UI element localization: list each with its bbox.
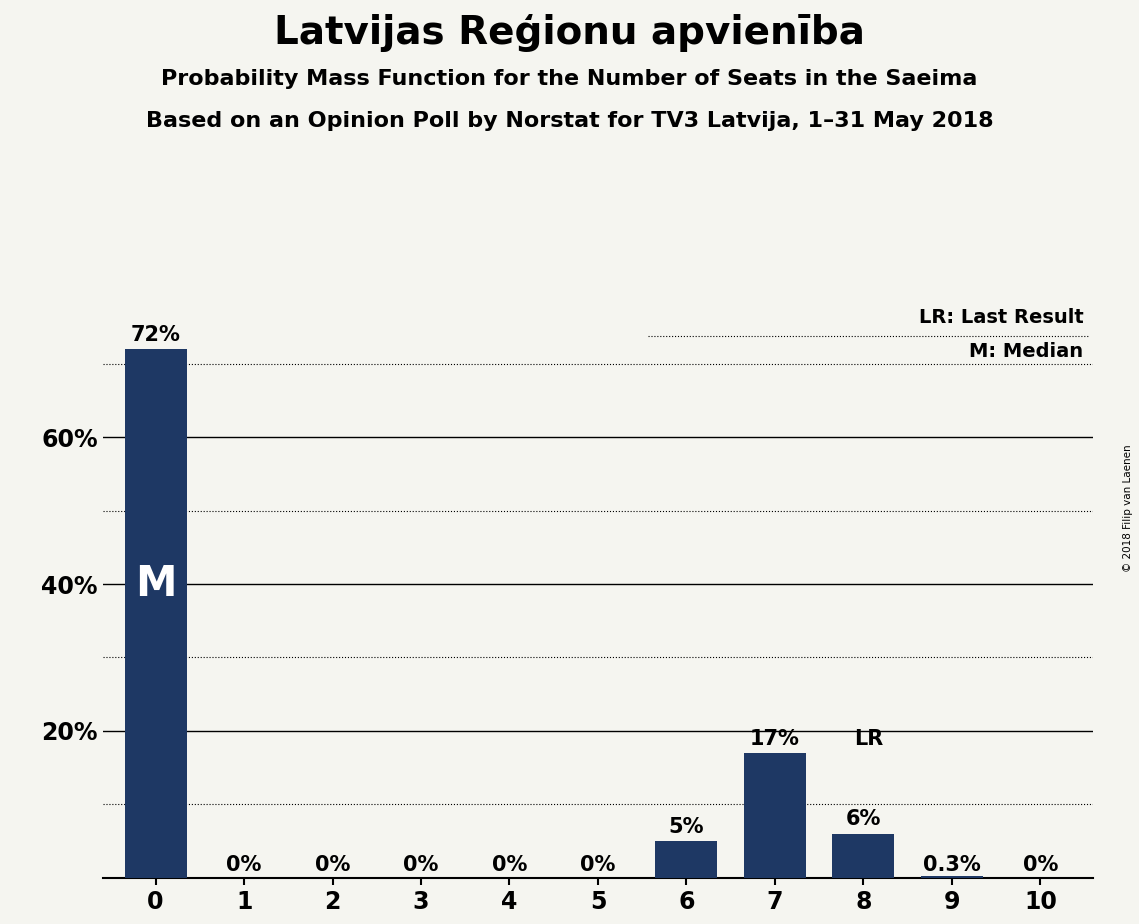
- Bar: [833, 833, 894, 878]
- Text: 17%: 17%: [749, 728, 800, 748]
- Bar: [744, 753, 806, 878]
- Bar: [921, 876, 983, 878]
- Text: 0%: 0%: [580, 855, 616, 875]
- Text: Latvijas Reģionu apvienība: Latvijas Reģionu apvienība: [274, 14, 865, 52]
- Text: 5%: 5%: [669, 817, 704, 836]
- Text: LR: Last Result: LR: Last Result: [919, 308, 1083, 327]
- Text: © 2018 Filip van Laenen: © 2018 Filip van Laenen: [1123, 444, 1133, 572]
- Text: 0%: 0%: [403, 855, 439, 875]
- Text: Based on an Opinion Poll by Norstat for TV3 Latvija, 1–31 May 2018: Based on an Opinion Poll by Norstat for …: [146, 111, 993, 131]
- Text: 0.3%: 0.3%: [923, 855, 981, 875]
- Text: LR: LR: [854, 728, 884, 748]
- Text: 0%: 0%: [314, 855, 350, 875]
- Text: Probability Mass Function for the Number of Seats in the Saeima: Probability Mass Function for the Number…: [162, 69, 977, 90]
- Text: 72%: 72%: [131, 324, 181, 345]
- Text: 6%: 6%: [846, 809, 882, 830]
- Text: M: M: [134, 563, 177, 605]
- Text: 0%: 0%: [1023, 855, 1058, 875]
- Bar: [655, 841, 718, 878]
- Text: 0%: 0%: [492, 855, 527, 875]
- Text: 0%: 0%: [227, 855, 262, 875]
- Bar: [124, 349, 187, 878]
- Text: M: Median: M: Median: [969, 342, 1083, 361]
